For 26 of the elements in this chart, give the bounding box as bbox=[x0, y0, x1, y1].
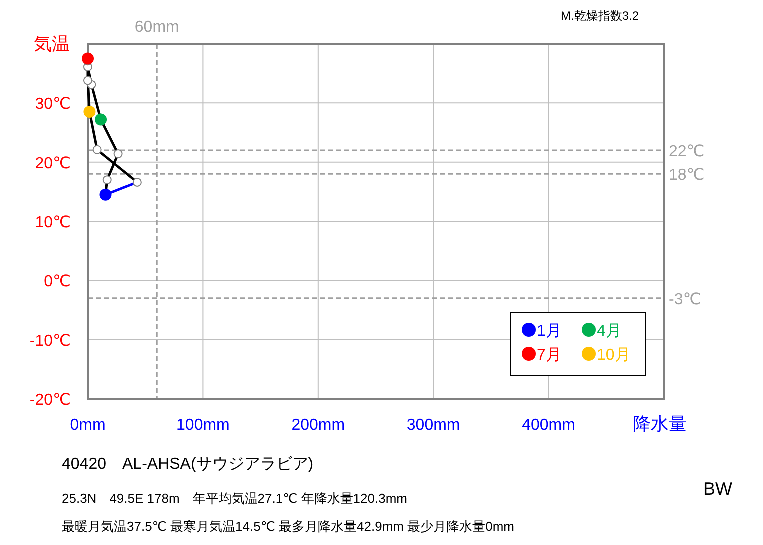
text: M.乾燥指数3.2 bbox=[560, 9, 640, 23]
x-tick-label: 0mm bbox=[70, 417, 106, 434]
legend-label: 4月 bbox=[597, 323, 622, 340]
y-tick-label: 20℃ bbox=[35, 155, 71, 172]
x-tick-label: 300mm bbox=[406, 417, 460, 434]
y-axis-title: 気温 bbox=[34, 34, 70, 54]
ref-line-label: 22℃ bbox=[669, 144, 705, 160]
legend-label: 1月 bbox=[537, 323, 562, 340]
text: 25.3N 49.5E 178m 年平均気温27.1℃ 年降水量120.3mm bbox=[62, 491, 408, 506]
y-tick-label: 30℃ bbox=[35, 96, 71, 114]
x-axis-title: 降水量 bbox=[633, 414, 687, 434]
x-tick-label: 400mm bbox=[522, 417, 576, 434]
ref-line-label: 60mm bbox=[134, 19, 180, 36]
text: 最暖月気温37.5℃ 最寒月気温14.5℃ 最多月降水量42.9mm 最少月降水量0mm bbox=[62, 519, 514, 534]
text: BW bbox=[704, 479, 733, 499]
y-tick-label: -10℃ bbox=[30, 332, 71, 350]
legend-label: 10月 bbox=[597, 347, 631, 364]
ref-line-label: -3℃ bbox=[669, 291, 702, 308]
ref-line-label: 18℃ bbox=[669, 167, 705, 184]
y-tick-label: 0℃ bbox=[44, 274, 71, 291]
x-tick-label: 200mm bbox=[292, 417, 346, 434]
text: 40420 AL-AHSA(サウジアラビア) bbox=[62, 456, 314, 473]
y-tick-label: 10℃ bbox=[35, 214, 71, 232]
legend-label: 7月 bbox=[537, 347, 562, 364]
y-tick-label: -20℃ bbox=[30, 392, 71, 409]
x-tick-label: 100mm bbox=[176, 417, 230, 434]
